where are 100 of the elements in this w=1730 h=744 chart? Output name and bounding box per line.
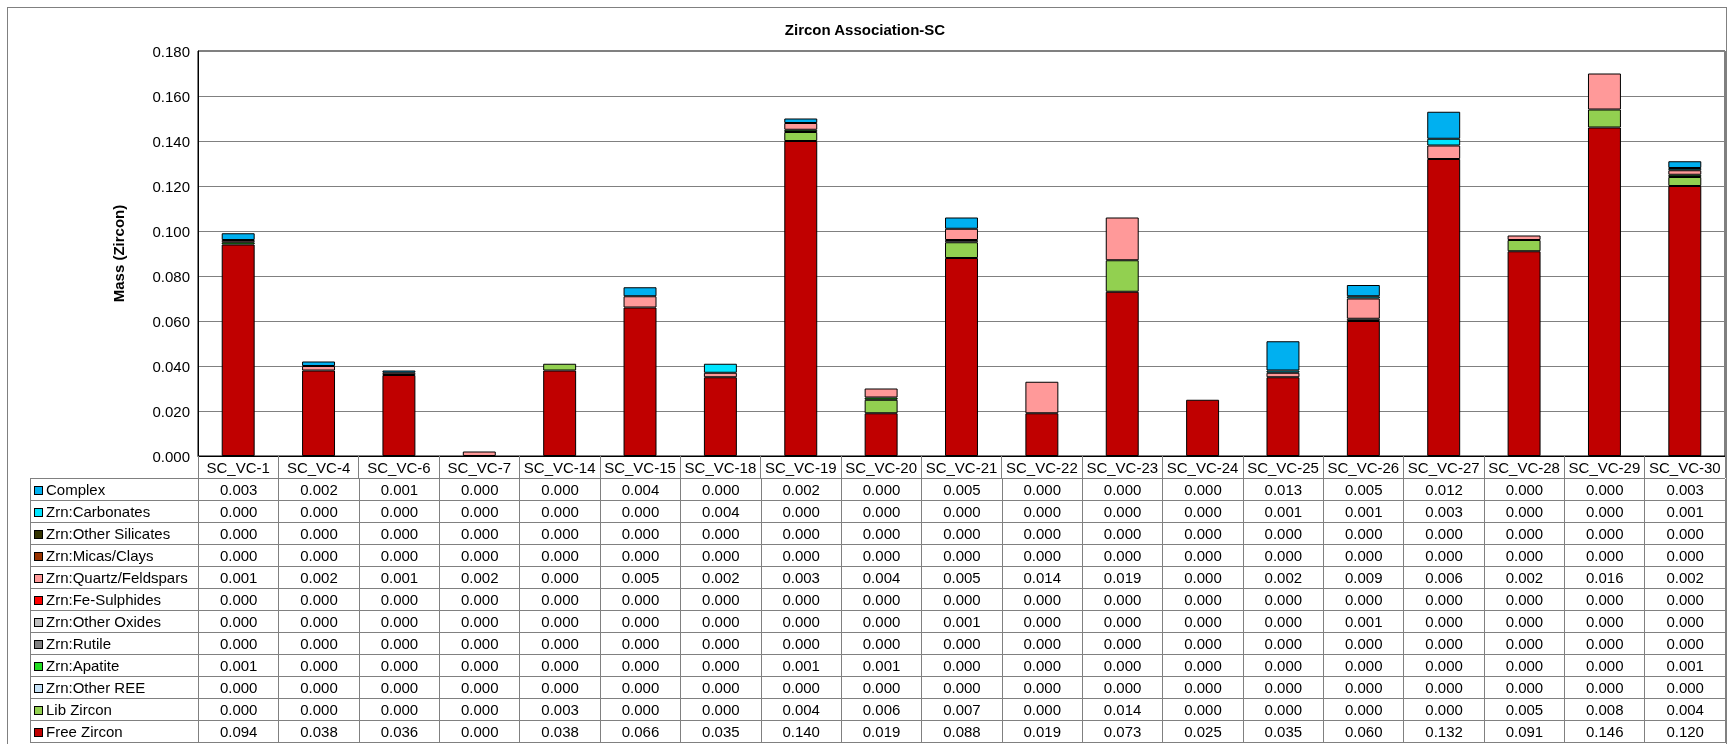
data-label: 0.000 xyxy=(1404,699,1485,721)
data-label: 0.000 xyxy=(922,501,1003,523)
x-tick-label: SC_VC-14 xyxy=(523,459,596,476)
legend-label: Zrn:Carbonates xyxy=(31,501,199,523)
data-label: 0.002 xyxy=(1243,567,1325,589)
legend-label: Zrn:Other REE xyxy=(31,677,199,699)
x-tick-label: SC_VC-20 xyxy=(845,459,917,476)
data-label: 0.000 xyxy=(520,589,601,611)
data-label: 0.000 xyxy=(199,545,280,567)
data-label: 0.094 xyxy=(199,721,280,743)
data-label: 0.012 xyxy=(1404,479,1485,501)
data-label: 0.000 xyxy=(1163,479,1244,501)
data-label: 0.025 xyxy=(1163,721,1244,743)
data-label: 0.000 xyxy=(1565,611,1646,633)
data-label: 0.000 xyxy=(1324,677,1405,699)
bar xyxy=(1346,285,1380,297)
x-tick-label: SC_VC-15 xyxy=(604,459,676,476)
data-label: 0.000 xyxy=(359,677,441,699)
data-label: 0.000 xyxy=(922,523,1003,545)
data-label: 0.000 xyxy=(1243,655,1325,677)
bar xyxy=(703,363,737,373)
data-label: 0.005 xyxy=(922,567,1003,589)
data-label: 0.000 xyxy=(1404,611,1485,633)
data-label: 0.019 xyxy=(1082,567,1164,589)
data-label: 0.000 xyxy=(1082,523,1164,545)
data-label: 0.000 xyxy=(1243,611,1325,633)
data-label: 0.000 xyxy=(1082,611,1164,633)
data-label: 0.016 xyxy=(1565,567,1646,589)
data-label: 0.000 xyxy=(279,655,360,677)
data-label: 0.000 xyxy=(841,523,923,545)
legend-label: Zrn:Apatite xyxy=(31,655,199,677)
data-label: 0.019 xyxy=(1002,721,1083,743)
data-label: 0.000 xyxy=(1565,545,1646,567)
x-tick-label: SC_VC-18 xyxy=(684,459,757,476)
data-label: 0.000 xyxy=(1243,523,1325,545)
data-label: 0.002 xyxy=(279,479,360,501)
data-label: 0.003 xyxy=(1404,501,1485,523)
data-label: 0.004 xyxy=(681,501,762,523)
chart-title: Zircon Association-SC xyxy=(784,21,946,38)
data-label: 0.001 xyxy=(199,655,280,677)
x-tick-label: SC_VC-23 xyxy=(1086,459,1159,476)
data-label: 0.009 xyxy=(1324,567,1405,589)
data-label: 0.000 xyxy=(440,523,521,545)
data-label: 0.000 xyxy=(922,677,1003,699)
data-label: 0.000 xyxy=(841,677,923,699)
data-label: 0.000 xyxy=(1565,677,1646,699)
data-label: 0.008 xyxy=(1565,699,1646,721)
x-tick-label: SC_VC-27 xyxy=(1407,459,1480,476)
data-label: 0.000 xyxy=(1324,633,1405,655)
data-label: 0.000 xyxy=(681,699,762,721)
y-tick-label: 0.020 xyxy=(152,402,190,420)
data-label: 0.000 xyxy=(1645,611,1726,633)
data-label: 0.001 xyxy=(359,567,441,589)
data-label: 0.001 xyxy=(1243,501,1325,523)
data-label: 0.000 xyxy=(761,523,842,545)
data-label: 0.000 xyxy=(279,501,360,523)
data-label: 0.000 xyxy=(279,523,360,545)
data-label: 0.000 xyxy=(681,545,762,567)
data-label: 0.000 xyxy=(1484,633,1566,655)
legend-label: Zrn:Quartz/Feldspars xyxy=(31,567,199,589)
data-label: 0.000 xyxy=(1484,501,1566,523)
data-label: 0.000 xyxy=(440,611,521,633)
data-label: 0.000 xyxy=(1243,633,1325,655)
data-label: 0.000 xyxy=(1324,589,1405,611)
data-label: 0.003 xyxy=(761,567,842,589)
data-label: 0.000 xyxy=(440,501,521,523)
data-label: 0.000 xyxy=(359,589,441,611)
data-label: 0.035 xyxy=(1243,721,1325,743)
data-label: 0.002 xyxy=(761,479,842,501)
data-label: 0.001 xyxy=(199,567,280,589)
data-label: 0.006 xyxy=(841,699,923,721)
legend-label: Free Zircon xyxy=(31,721,199,743)
data-label: 0.000 xyxy=(520,567,601,589)
data-label: 0.000 xyxy=(1243,545,1325,567)
data-label: 0.000 xyxy=(600,611,682,633)
data-label: 0.000 xyxy=(359,699,441,721)
data-label: 0.000 xyxy=(1002,611,1083,633)
data-label: 0.000 xyxy=(681,479,762,501)
data-label: 0.000 xyxy=(1082,501,1164,523)
data-label: 0.000 xyxy=(199,611,280,633)
data-label: 0.000 xyxy=(279,633,360,655)
data-label: 0.000 xyxy=(1082,479,1164,501)
data-label: 0.000 xyxy=(199,523,280,545)
data-label: 0.000 xyxy=(841,633,923,655)
data-label: 0.002 xyxy=(1484,567,1566,589)
data-label: 0.000 xyxy=(1002,523,1083,545)
data-label: 0.000 xyxy=(440,721,521,743)
data-label: 0.000 xyxy=(600,589,682,611)
data-label: 0.000 xyxy=(1484,677,1566,699)
data-label: 0.000 xyxy=(440,633,521,655)
data-label: 0.000 xyxy=(279,589,360,611)
data-label: 0.000 xyxy=(1565,479,1646,501)
data-label: 0.000 xyxy=(1645,545,1726,567)
data-label: 0.005 xyxy=(1484,699,1566,721)
x-tick-label: SC_VC-25 xyxy=(1247,459,1319,476)
data-label: 0.004 xyxy=(600,479,682,501)
data-label: 0.000 xyxy=(1243,699,1325,721)
data-label: 0.038 xyxy=(279,721,360,743)
data-label: 0.001 xyxy=(841,655,923,677)
data-label: 0.004 xyxy=(841,567,923,589)
